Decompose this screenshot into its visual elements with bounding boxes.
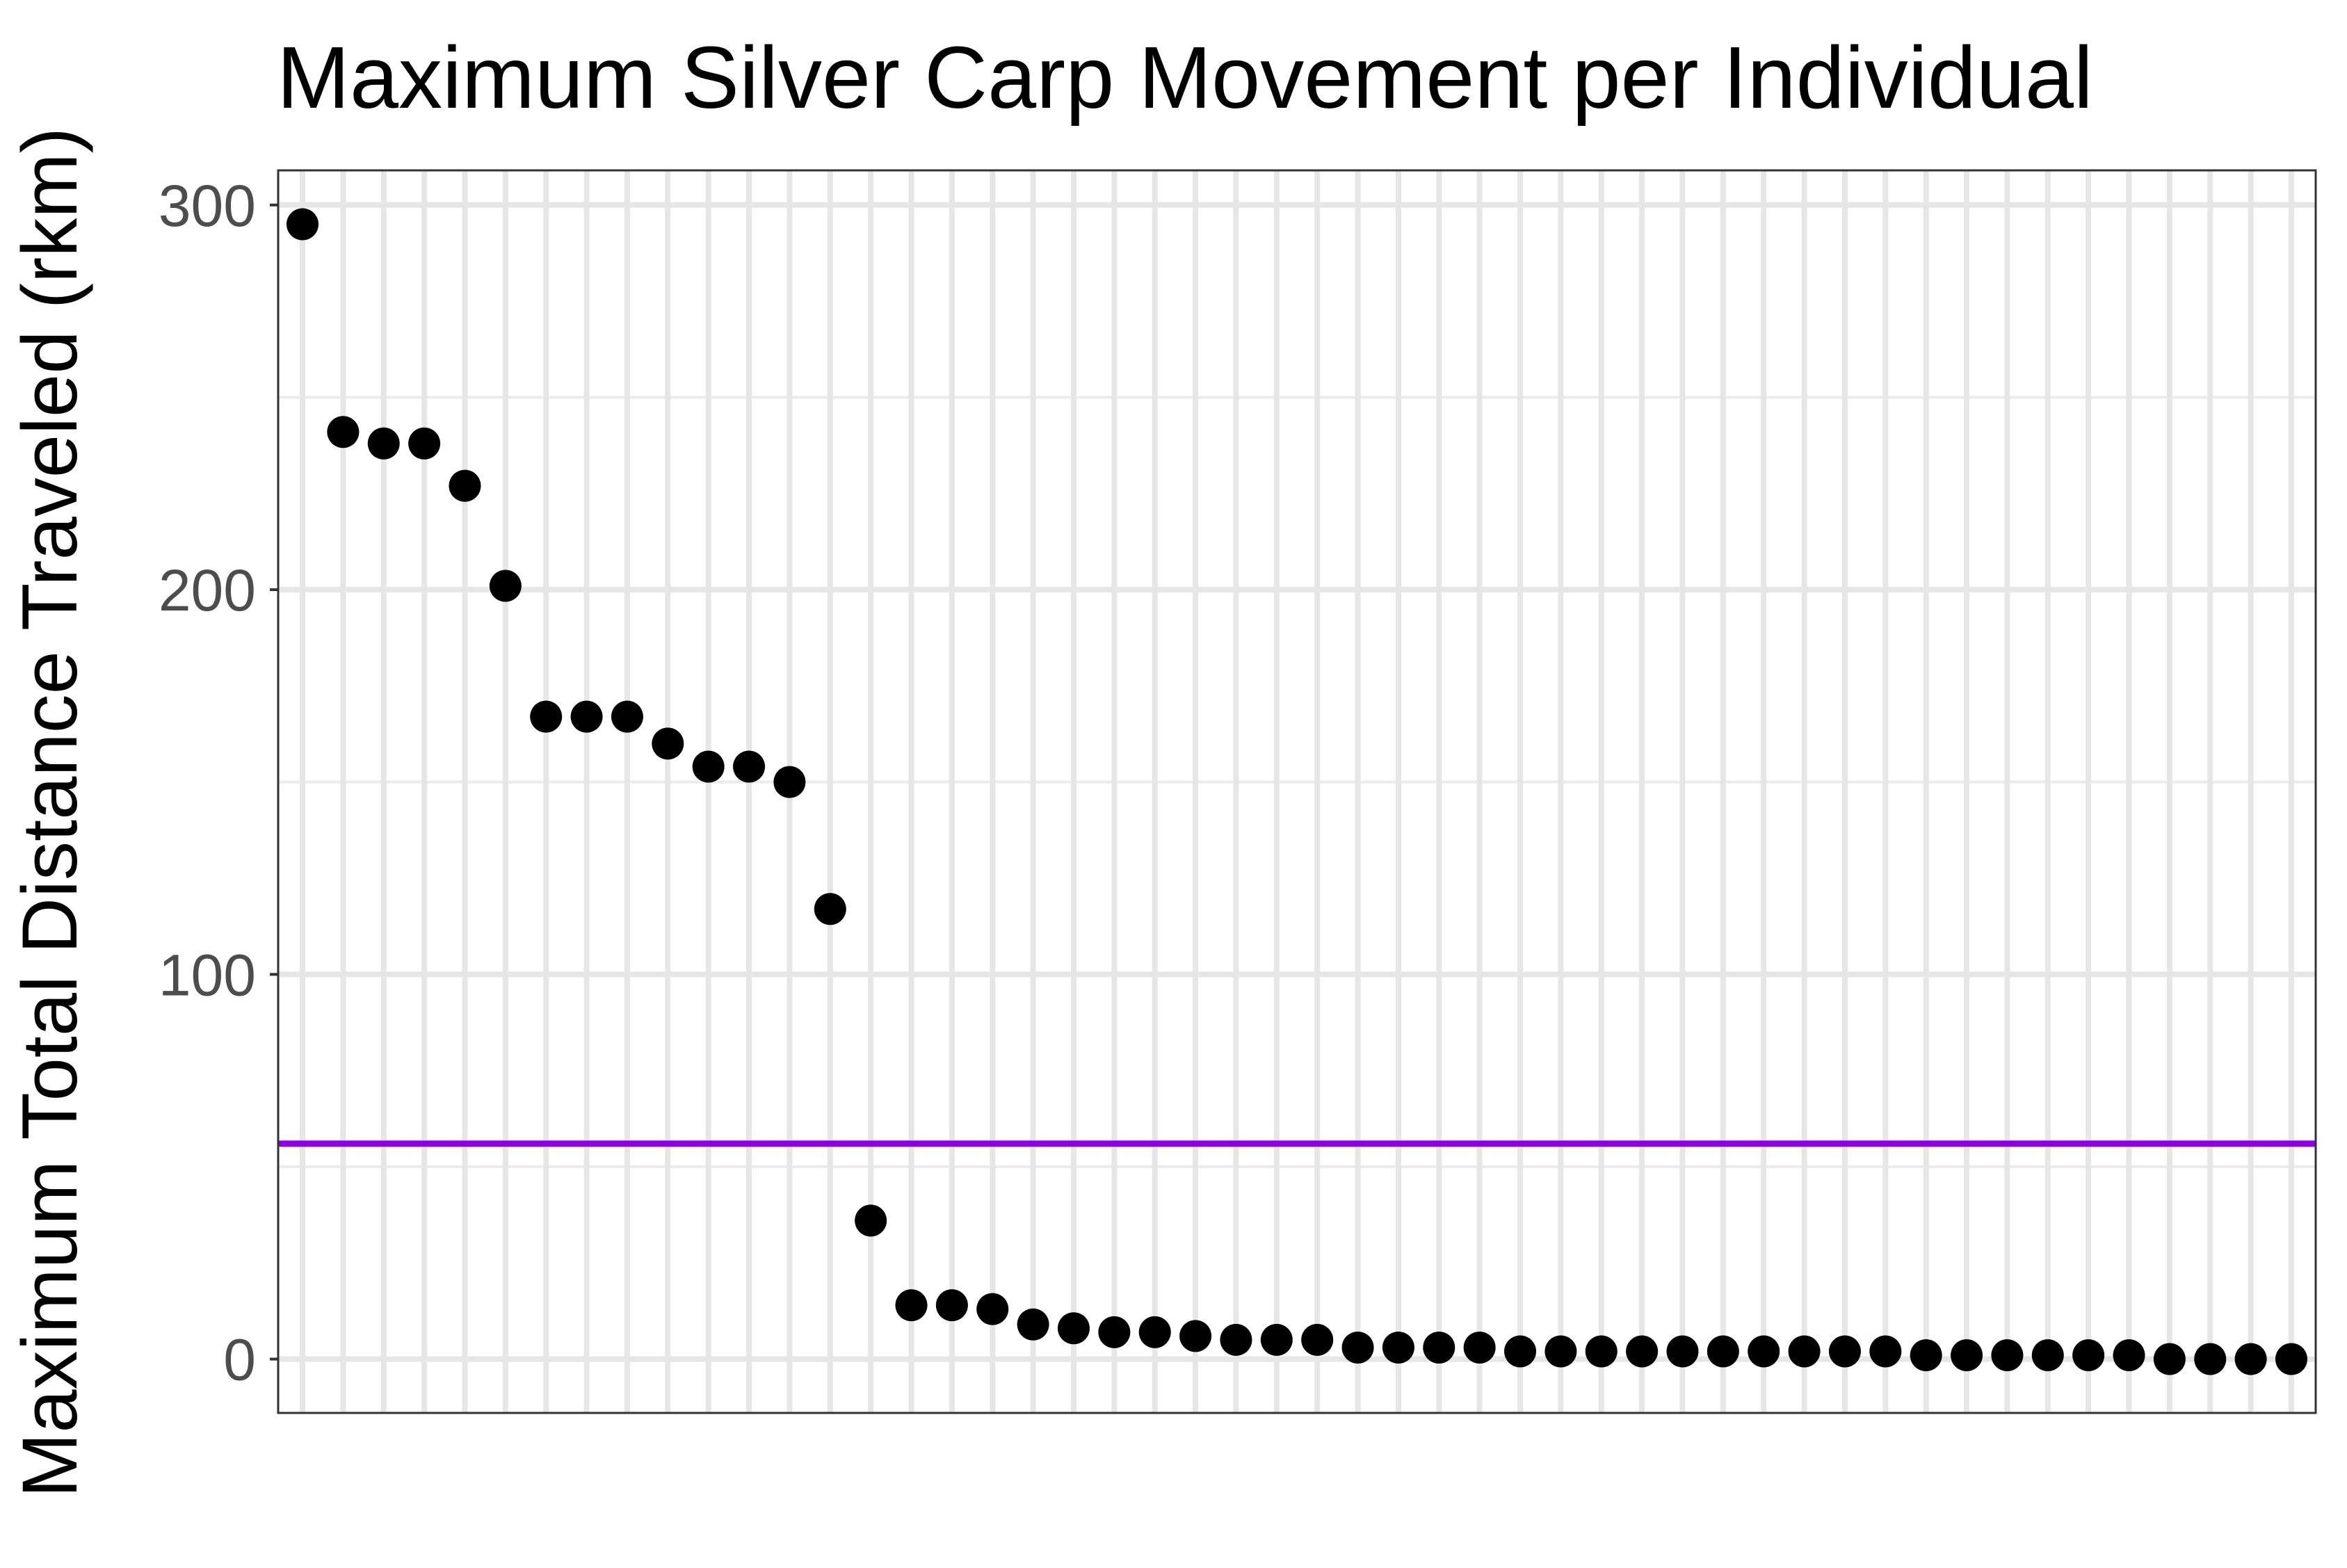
data-point [530,700,563,733]
data-point [1707,1335,1739,1368]
data-point [1951,1339,1983,1372]
data-point [1748,1335,1780,1368]
data-point [2031,1339,2064,1372]
data-point [1057,1312,1090,1345]
data-point [1301,1323,1334,1356]
data-point [1260,1323,1293,1356]
data-point [1991,1339,2024,1372]
data-point [2072,1339,2105,1372]
data-point [1666,1335,1699,1368]
data-point [1544,1335,1577,1368]
data-point [1828,1335,1861,1368]
data-point [1788,1335,1821,1368]
data-point [570,700,603,733]
data-point [1869,1335,1902,1368]
data-point [1504,1335,1537,1368]
grid [278,170,2316,1413]
data-point [1179,1320,1212,1352]
data-point [2153,1343,2186,1375]
data-points [287,208,2307,1375]
data-point [976,1293,1009,1325]
data-point [1585,1335,1618,1368]
data-point [652,727,684,760]
data-point [1220,1323,1252,1356]
data-point [895,1289,928,1322]
data-point [1626,1335,1659,1368]
data-point [773,766,806,798]
data-point [408,427,441,460]
data-point [287,208,319,241]
data-point [2194,1343,2227,1375]
y-tick-label: 300 [159,173,256,239]
data-point [1098,1316,1131,1348]
data-point [367,427,400,460]
data-point [489,569,522,602]
data-point [1423,1331,1455,1364]
data-point [1341,1331,1374,1364]
data-point [814,893,846,926]
y-tick-label: 100 [159,942,256,1008]
data-point [1463,1331,1496,1364]
data-point [1910,1339,1942,1372]
y-axis-label: Maximum Total Distance Traveled (rkm) [6,127,93,1498]
data-point [2275,1343,2307,1375]
data-point [692,750,725,783]
y-tick-label: 0 [223,1327,256,1393]
data-point [733,750,766,783]
data-point [1138,1316,1171,1348]
data-point [935,1289,968,1322]
data-point [1382,1331,1414,1364]
data-point [2113,1339,2145,1372]
plot-border [277,169,2317,1414]
chart-title: Maximum Silver Carp Movement per Individ… [277,29,2093,127]
y-axis-ticks: 0 100 200 300 [159,173,278,1393]
data-point [611,700,643,733]
data-point [327,416,360,448]
data-point [1017,1308,1049,1341]
plot-panel [278,170,2316,1413]
data-point [449,469,481,502]
data-point [2234,1343,2267,1375]
data-point [855,1204,887,1237]
y-tick-label: 200 [159,558,256,623]
